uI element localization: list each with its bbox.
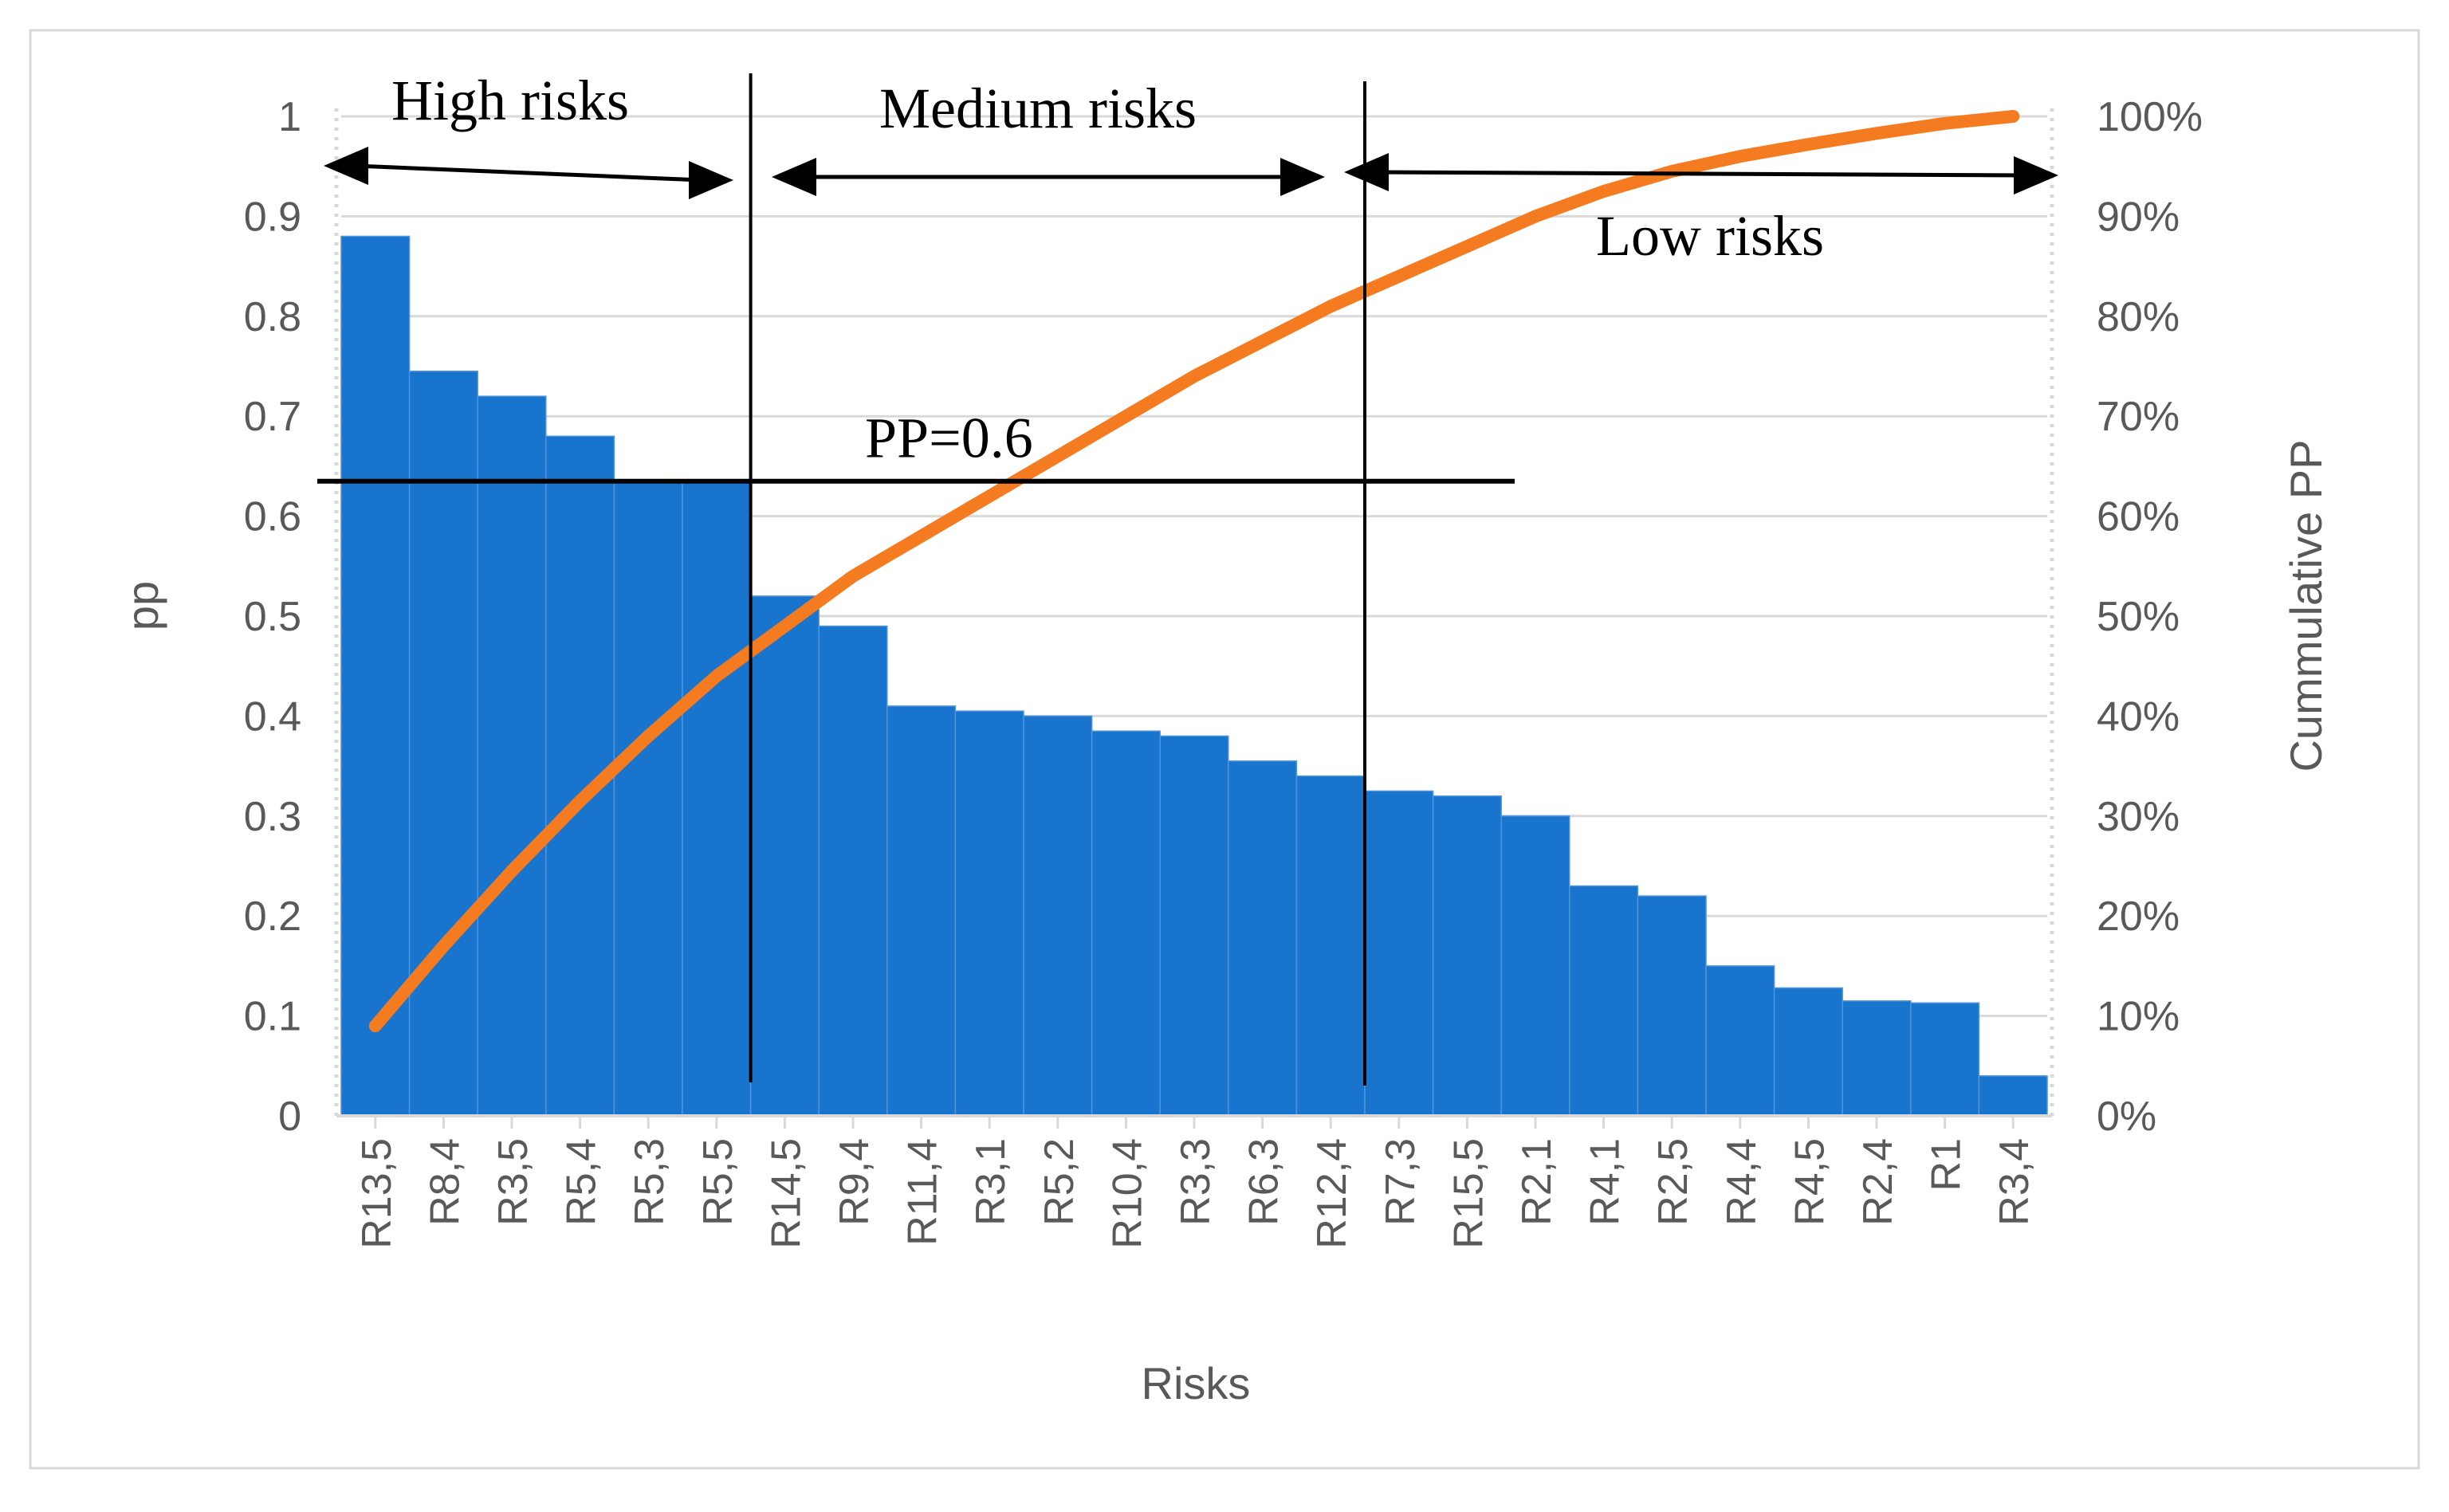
y2-tick-label: 60% [2097, 494, 2180, 540]
y2-tick-label: 50% [2097, 594, 2180, 640]
x-tick-label: R9,4 [831, 1138, 878, 1226]
x-tick-label: R3,3 [1173, 1138, 1219, 1226]
x-tick-label: R15,5 [1445, 1138, 1492, 1249]
bar [1023, 715, 1093, 1117]
zone-arrow-shaft [1375, 170, 2027, 178]
bar [1569, 885, 1639, 1117]
annotations: PP=0.6 High risks Medium risks Low risks [317, 69, 2058, 1086]
y2-tick-label: 40% [2097, 693, 2180, 740]
bar [682, 480, 752, 1117]
y-tick-label: 0.4 [244, 693, 301, 740]
x-tick-label: R2,4 [1855, 1138, 1901, 1226]
x-tick-label: R6,3 [1241, 1138, 1287, 1226]
bar [1705, 965, 1775, 1117]
bar [1159, 735, 1229, 1117]
bar [1637, 895, 1707, 1117]
x-tick-label: R2,5 [1650, 1138, 1696, 1226]
x-tick-label: R4,1 [1582, 1138, 1629, 1226]
arrowhead-right [2014, 156, 2058, 194]
bar [408, 371, 478, 1117]
y2-tick-label: 70% [2097, 394, 2180, 440]
y2-tick-label: 100% [2097, 94, 2203, 140]
y-tick-label: 0.6 [244, 494, 301, 540]
arrowhead-right [1280, 158, 1325, 196]
x-tick-label: R4,4 [1719, 1138, 1765, 1226]
x-tick-label: R12,4 [1309, 1138, 1355, 1249]
bar [749, 595, 820, 1117]
y-tick-label: 0.7 [244, 394, 301, 440]
arrowhead-left [324, 147, 368, 185]
arrowhead-right [689, 161, 733, 199]
bar [340, 235, 411, 1117]
zone-label: High risks [391, 69, 629, 132]
y2-tick-label: 90% [2097, 194, 2180, 240]
bar [818, 625, 888, 1117]
y-tick-label: 0.5 [244, 594, 301, 640]
bar [1432, 795, 1502, 1117]
y2-tick-label: 80% [2097, 294, 2180, 340]
axes: 00.10.20.30.40.50.60.70.80.910%10%20%30%… [244, 94, 2203, 1249]
arrowhead-left [1344, 153, 1389, 191]
x-tick-label: R14,5 [763, 1138, 809, 1249]
bar [1773, 987, 1843, 1117]
zone-arrow [772, 158, 1325, 196]
bar [1364, 790, 1434, 1117]
y-tick-label: 0.8 [244, 294, 301, 340]
x-tick-label: R7,3 [1378, 1138, 1424, 1226]
x-tick-label: R5,2 [1036, 1138, 1083, 1226]
bar [954, 710, 1024, 1117]
x-tick-label: R5,3 [627, 1138, 673, 1226]
bar [1978, 1075, 2048, 1117]
bar [1091, 730, 1161, 1117]
x-tick-label: R3,1 [968, 1138, 1014, 1226]
y2-axis-title: Cummulative PP [2281, 439, 2331, 772]
x-tick-label: R10,4 [1104, 1138, 1150, 1249]
x-tick-label: R11,4 [900, 1138, 946, 1246]
y-tick-label: 0.3 [244, 794, 301, 840]
x-tick-label: R1 [1924, 1138, 1970, 1191]
bar [886, 705, 957, 1117]
zone-label: Medium risks [879, 77, 1197, 140]
bar [1910, 1002, 1980, 1117]
y2-tick-label: 20% [2097, 893, 2180, 940]
bar [477, 395, 547, 1117]
x-tick-label: R5,5 [695, 1138, 741, 1226]
y-tick-label: 0.9 [244, 194, 301, 240]
x-tick-label: R5,4 [559, 1138, 605, 1226]
bar [1500, 815, 1570, 1117]
x-axis-title: Risks [1142, 1358, 1251, 1408]
y-tick-label: 0 [278, 1094, 301, 1140]
x-tick-label: R13,5 [354, 1138, 400, 1249]
y-tick-label: 0.1 [244, 994, 301, 1040]
cumulative-line-group [368, 110, 2020, 1033]
bar [613, 480, 683, 1117]
bar [1228, 760, 1298, 1117]
y2-tick-label: 0% [2097, 1094, 2156, 1140]
y-tick-label: 1 [278, 94, 301, 140]
x-tick-label: R3,4 [1991, 1138, 2038, 1226]
threshold-label: PP=0.6 [865, 406, 1033, 470]
bar [1295, 775, 1366, 1117]
y-tick-label: 0.2 [244, 893, 301, 940]
arrowhead-left [772, 158, 816, 196]
zone-arrow [324, 147, 733, 199]
y2-tick-label: 30% [2097, 794, 2180, 840]
x-tick-label: R4,5 [1787, 1138, 1833, 1226]
zone-arrow-shaft [355, 163, 702, 183]
y2-tick-label: 10% [2097, 994, 2180, 1040]
cumulative-line [368, 110, 2020, 1033]
zone-label: Low risks [1596, 204, 1824, 268]
x-tick-label: R2,1 [1514, 1138, 1560, 1226]
bars [340, 235, 2048, 1117]
bar [1842, 1000, 1912, 1117]
x-tick-label: R8,4 [422, 1138, 468, 1226]
x-tick-label: R3,5 [490, 1138, 537, 1226]
zone-arrow [1344, 153, 2058, 194]
y-axis-title: pp [117, 581, 167, 630]
